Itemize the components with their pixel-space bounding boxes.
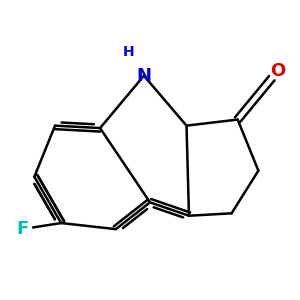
- Text: N: N: [136, 67, 152, 85]
- Text: O: O: [270, 62, 286, 80]
- Text: H: H: [122, 45, 134, 59]
- Text: F: F: [16, 220, 28, 238]
